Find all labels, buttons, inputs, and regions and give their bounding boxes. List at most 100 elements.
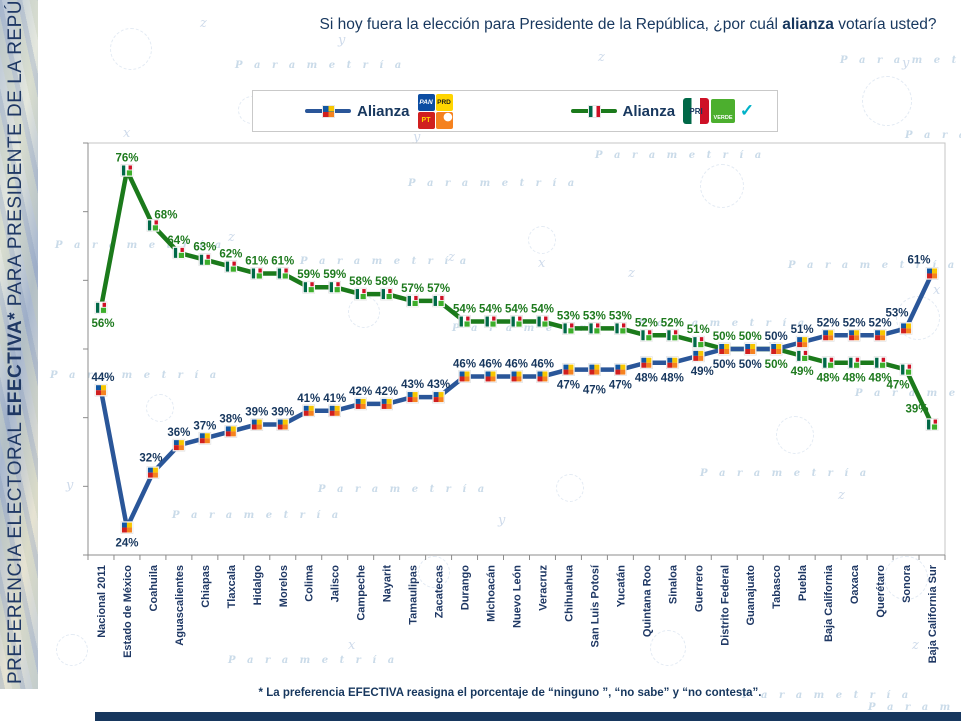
x-axis-label: Baja California xyxy=(823,564,835,642)
data-label: 39% xyxy=(245,407,268,419)
watermark-sketch-circle xyxy=(110,28,152,70)
data-label: 50% xyxy=(765,359,788,371)
watermark-letter: y xyxy=(338,33,346,48)
data-label: 52% xyxy=(843,317,866,329)
data-label: 48% xyxy=(869,373,892,385)
data-label: 43% xyxy=(401,379,424,391)
data-label: 43% xyxy=(427,379,450,391)
x-axis-label: Chiapas xyxy=(200,565,212,608)
na-logo-icon: ✓ xyxy=(737,99,758,123)
data-label: 47% xyxy=(583,385,606,397)
data-label: 41% xyxy=(297,393,320,405)
data-label: 52% xyxy=(817,317,840,329)
data-label: 46% xyxy=(479,358,502,370)
x-axis-label: Puebla xyxy=(797,564,809,601)
data-label: 62% xyxy=(219,249,242,261)
data-label: 54% xyxy=(505,304,528,316)
data-label: 36% xyxy=(167,427,190,439)
data-label: 42% xyxy=(375,386,398,398)
data-label: 50% xyxy=(739,331,762,343)
data-label: 53% xyxy=(609,310,632,322)
data-label: 50% xyxy=(765,331,788,343)
sidebar-band: PREFERENCIA ELECTORAL EFECTIVA* PARA PRE… xyxy=(0,0,38,689)
x-axis-label: Oaxaca xyxy=(849,564,861,604)
data-label: 42% xyxy=(349,386,372,398)
x-axis-label: Sinaloa xyxy=(667,564,679,604)
data-label: 50% xyxy=(739,359,762,371)
page-title-prefix: Si hoy fuera la elección para Presidente… xyxy=(319,16,783,33)
x-axis-label: Nuevo León xyxy=(512,565,524,628)
x-axis-label: Tamaulipas xyxy=(408,565,420,625)
x-axis-label: Morelos xyxy=(278,565,290,607)
watermark-text: P a r a m e t r í a xyxy=(235,60,406,71)
data-label: 50% xyxy=(713,331,736,343)
pan-prd-pt-mc-marker-icon xyxy=(322,105,335,118)
legend-item-pan-prd-pt-mc: Alianza PAN PRD PT xyxy=(305,93,453,129)
party-logos-cluster: PAN PRD PT xyxy=(417,93,453,129)
x-axis-label: Veracruz xyxy=(537,565,549,611)
legend-line-sample xyxy=(570,105,617,118)
data-label: 46% xyxy=(531,358,554,370)
x-axis-label: Quintana Roo xyxy=(641,565,653,637)
data-label: 61% xyxy=(271,255,294,267)
x-axis-label: Estado de México xyxy=(122,565,134,658)
legend-label: Alianza xyxy=(622,102,676,120)
data-label: 50% xyxy=(713,359,736,371)
x-axis-label: Tlaxcala xyxy=(226,564,238,608)
data-label: 32% xyxy=(139,453,162,465)
data-label: 57% xyxy=(427,283,450,295)
data-label: 48% xyxy=(661,373,684,385)
data-label: 63% xyxy=(193,242,216,254)
x-axis-label: Distrito Federal xyxy=(719,565,731,646)
pri-logo-icon: PRI xyxy=(683,98,710,124)
legend-item-pri-verde-na: Alianza PRI VERDE ✓ xyxy=(570,98,758,124)
data-label: 47% xyxy=(887,380,910,392)
page-title-suffix: votaría usted? xyxy=(833,16,937,33)
data-label: 53% xyxy=(886,307,909,319)
watermark-letter: z xyxy=(598,50,605,65)
data-label: 58% xyxy=(375,276,398,288)
data-label: 51% xyxy=(791,324,814,336)
mc-logo-icon xyxy=(435,111,453,129)
x-axis-label: Aguascalientes xyxy=(174,565,186,646)
data-label: 37% xyxy=(193,420,216,432)
data-label: 52% xyxy=(661,317,684,329)
data-label: 57% xyxy=(401,283,424,295)
sidebar-title-text2: PARA PRESIDENTE DE LA REPÚBLICA xyxy=(5,0,26,312)
page-title-bold: alianza xyxy=(782,16,834,33)
x-axis-label: Hidalgo xyxy=(252,565,264,606)
x-axis-label: Nacional 2011 xyxy=(96,565,108,638)
pan-logo-icon: PAN xyxy=(417,93,435,111)
plot-border xyxy=(87,142,946,556)
x-axis-label: San Luis Potosí xyxy=(589,564,601,647)
x-axis-label: Yucatán xyxy=(615,565,627,607)
x-axis-label: Colima xyxy=(304,564,316,602)
watermark-letter: z xyxy=(200,16,207,31)
x-axis-label: Nayarit xyxy=(382,565,394,603)
data-label: 56% xyxy=(91,318,114,330)
watermark-letter: y xyxy=(66,478,74,493)
x-axis-label: Guanajuato xyxy=(745,565,757,626)
data-label: 54% xyxy=(479,304,502,316)
data-label: 54% xyxy=(453,304,476,316)
legend-label: Alianza xyxy=(357,102,410,120)
data-label: 39% xyxy=(271,407,294,419)
page-title: Si hoy fuera la elección para Presidente… xyxy=(295,16,961,34)
pt-logo-icon: PT xyxy=(417,111,435,129)
x-axis-label: Guerrero xyxy=(693,565,705,612)
watermark-text: P a r a m e t r í a xyxy=(840,55,961,66)
data-label: 48% xyxy=(635,373,658,385)
data-label: 49% xyxy=(691,366,714,378)
data-label: 24% xyxy=(115,538,138,550)
data-label: 46% xyxy=(505,358,528,370)
legend-line-sample xyxy=(305,105,351,118)
data-label: 58% xyxy=(349,276,372,288)
watermark-sketch-circle xyxy=(862,76,912,126)
data-label: 76% xyxy=(115,152,138,164)
data-label: 59% xyxy=(323,269,346,281)
data-label: 44% xyxy=(91,372,114,384)
x-axis-label: Sonora xyxy=(901,564,913,603)
series-line-pri-verde-na xyxy=(98,168,935,427)
data-label: 52% xyxy=(869,317,892,329)
data-label: 52% xyxy=(635,317,658,329)
